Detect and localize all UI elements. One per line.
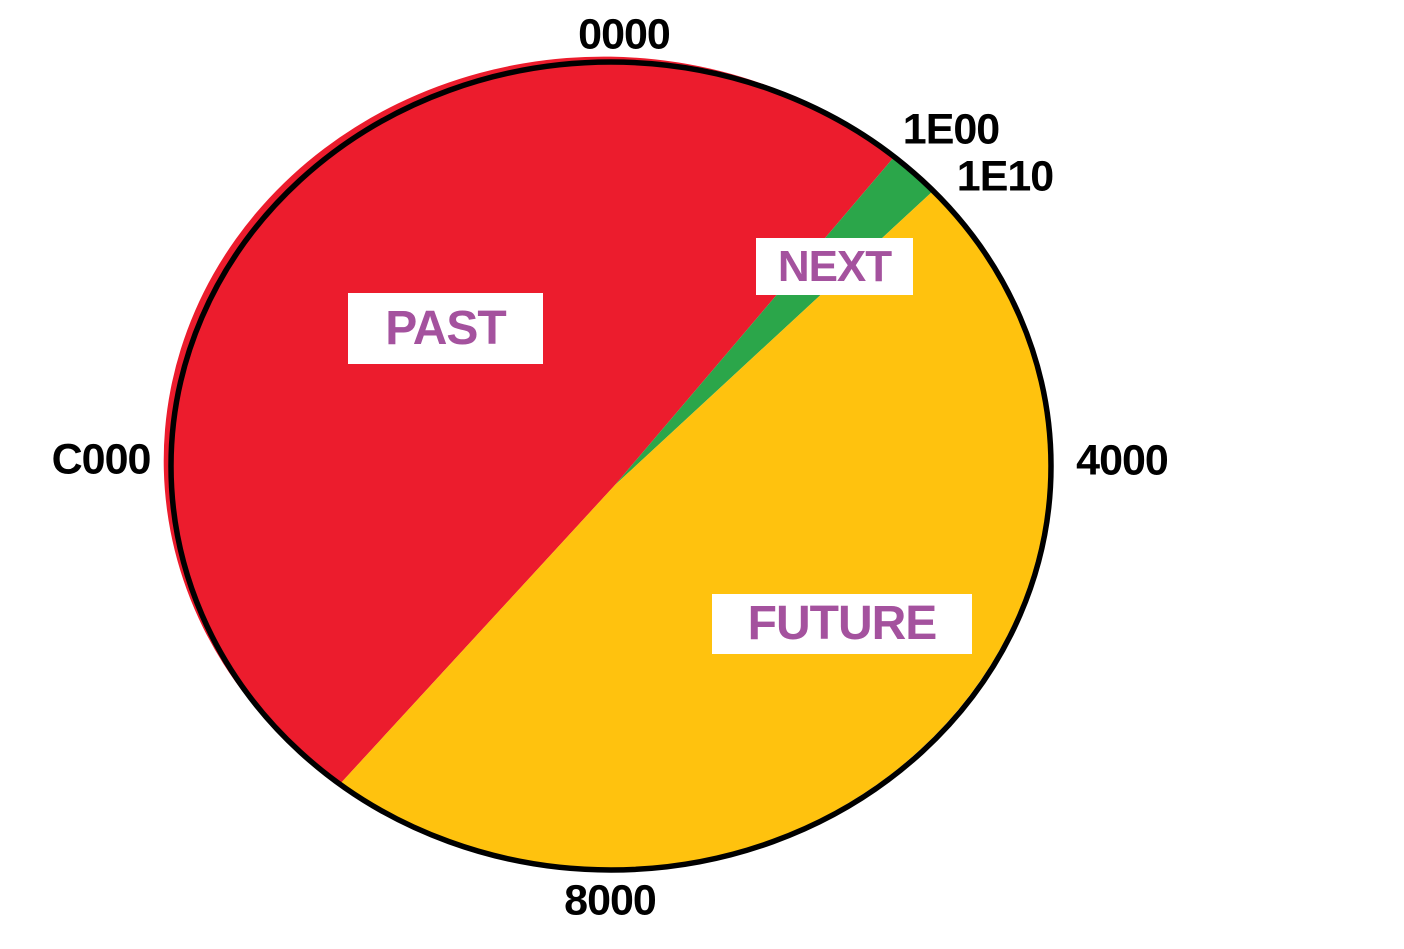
tick-1e00: 1E00	[902, 105, 1000, 154]
tick-8000: 8000	[564, 876, 657, 925]
label-next: NEXT	[756, 238, 913, 295]
tick-4000: 4000	[1076, 436, 1169, 485]
label-future: FUTURE	[712, 594, 972, 654]
tick-1e10: 1E10	[956, 152, 1054, 201]
slice-past	[163, 56, 894, 784]
tick-c000: C000	[51, 435, 152, 484]
label-past: PAST	[348, 293, 543, 364]
ring-outline	[168, 59, 1054, 873]
tick-0000: 0000	[578, 10, 671, 59]
slice-future	[340, 191, 1049, 869]
